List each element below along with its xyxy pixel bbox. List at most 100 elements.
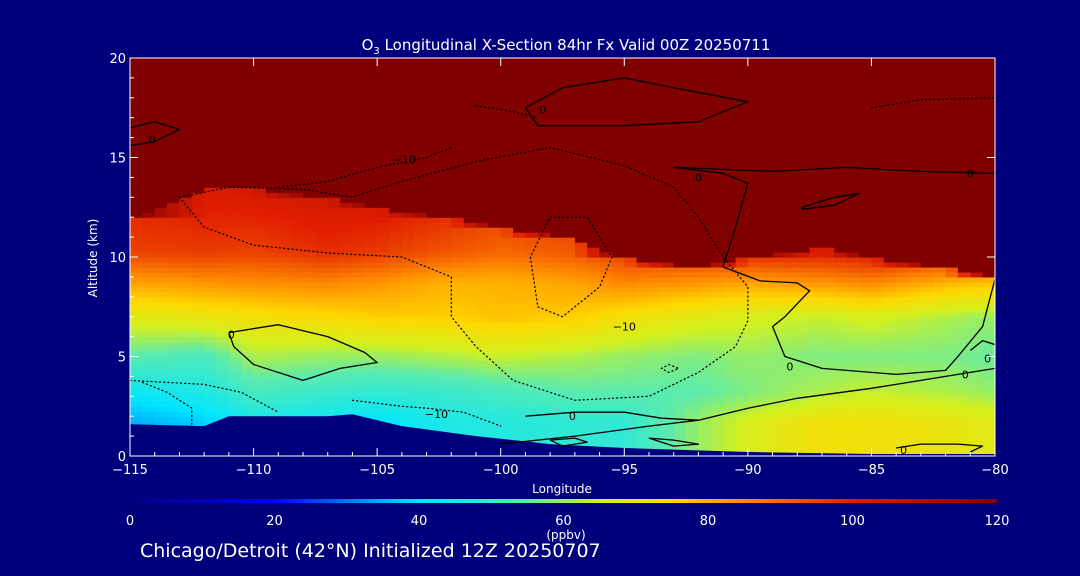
ozone-cell xyxy=(476,311,489,318)
ozone-cell xyxy=(241,316,255,323)
ozone-cell xyxy=(846,97,860,104)
ozone-cell xyxy=(784,192,798,198)
ozone-cell xyxy=(784,232,798,238)
ozone-cell xyxy=(191,286,205,293)
ozone-cell xyxy=(822,117,835,124)
ozone-cell xyxy=(278,376,292,382)
ozone-cell xyxy=(883,67,897,74)
ozone-cell xyxy=(624,396,638,402)
ozone-cell xyxy=(822,296,835,303)
ozone-cell xyxy=(191,147,205,154)
ozone-cell xyxy=(414,242,428,248)
ozone-cell xyxy=(649,406,662,412)
ozone-cell xyxy=(377,182,391,188)
ozone-cell xyxy=(476,406,489,412)
ozone-cell xyxy=(340,202,354,208)
ozone-cell xyxy=(883,446,897,452)
ozone-cell xyxy=(142,207,156,213)
ozone-cell xyxy=(426,411,440,417)
ozone-cell xyxy=(710,371,724,377)
ozone-cell xyxy=(784,152,798,159)
ozone-cell xyxy=(191,391,205,397)
ozone-cell xyxy=(636,276,650,283)
ozone-cell xyxy=(451,311,465,318)
ozone-cell xyxy=(809,346,823,353)
ozone-cell xyxy=(723,142,737,149)
ozone-cell xyxy=(883,266,897,273)
ozone-cell xyxy=(859,416,873,422)
ozone-cell xyxy=(216,361,230,368)
ozone-cell xyxy=(550,351,564,358)
ozone-cell xyxy=(278,276,292,283)
ozone-cell xyxy=(611,306,625,313)
ozone-cell xyxy=(883,271,897,278)
ozone-cell xyxy=(488,247,502,253)
ozone-cell xyxy=(599,306,613,313)
ozone-cell xyxy=(513,296,527,303)
ozone-cell xyxy=(661,261,675,268)
ozone-cell xyxy=(167,341,181,348)
ozone-cell xyxy=(846,162,860,169)
ozone-cell xyxy=(846,391,860,397)
ozone-cell xyxy=(834,227,848,233)
ozone-cell xyxy=(488,266,502,273)
ozone-cell xyxy=(488,311,502,318)
ozone-cell xyxy=(401,162,415,169)
ozone-cell xyxy=(513,237,527,243)
ozone-cell xyxy=(809,157,823,164)
ozone-cell xyxy=(562,366,576,373)
ozone-cell xyxy=(587,281,601,288)
ozone-cell xyxy=(562,197,576,203)
ozone-cell xyxy=(809,281,823,288)
ozone-cell xyxy=(809,192,823,198)
ozone-cell xyxy=(896,436,910,442)
ozone-cell xyxy=(364,406,378,412)
ozone-cell xyxy=(315,321,329,328)
ozone-cell xyxy=(649,77,662,84)
ozone-cell xyxy=(253,296,267,303)
ozone-cell xyxy=(253,187,267,193)
ozone-cell xyxy=(352,107,366,114)
ozone-cell xyxy=(389,242,403,248)
ozone-cell xyxy=(476,77,489,84)
ozone-cell xyxy=(599,58,613,64)
ozone-cell xyxy=(760,321,774,328)
ozone-cell xyxy=(537,386,551,392)
ozone-cell xyxy=(797,376,811,382)
ozone-cell xyxy=(896,411,910,417)
ozone-cell xyxy=(698,376,712,382)
ozone-cell xyxy=(290,291,304,298)
ozone-cell xyxy=(463,197,477,203)
ozone-cell xyxy=(377,232,391,238)
ozone-cell xyxy=(500,137,514,144)
ozone-cell xyxy=(228,92,242,99)
ozone-cell xyxy=(537,127,551,134)
ozone-cell xyxy=(513,426,527,432)
ozone-cell xyxy=(414,157,428,164)
ozone-cell xyxy=(364,356,378,363)
ozone-cell xyxy=(303,306,316,313)
ozone-cell xyxy=(216,97,230,104)
ozone-cell xyxy=(154,77,168,84)
ozone-cell xyxy=(401,152,415,159)
ozone-cell xyxy=(426,291,440,298)
ozone-cell xyxy=(883,326,897,333)
ozone-cell xyxy=(463,117,477,124)
ozone-cell xyxy=(550,266,564,273)
ozone-cell xyxy=(438,411,452,417)
ozone-cell xyxy=(611,157,625,164)
ozone-cell xyxy=(723,416,737,422)
ozone-cell xyxy=(587,336,601,343)
ozone-cell xyxy=(327,242,341,248)
ozone-cell xyxy=(550,252,564,258)
ozone-cell xyxy=(772,431,786,437)
ozone-cell xyxy=(846,406,860,412)
ozone-cell xyxy=(216,346,230,353)
ozone-cell xyxy=(500,426,514,432)
ozone-cell xyxy=(451,391,465,397)
ozone-cell xyxy=(686,222,700,228)
ozone-cell xyxy=(377,102,391,109)
ozone-cell xyxy=(661,62,675,69)
ozone-cell xyxy=(130,172,143,179)
ozone-cell xyxy=(315,336,329,343)
